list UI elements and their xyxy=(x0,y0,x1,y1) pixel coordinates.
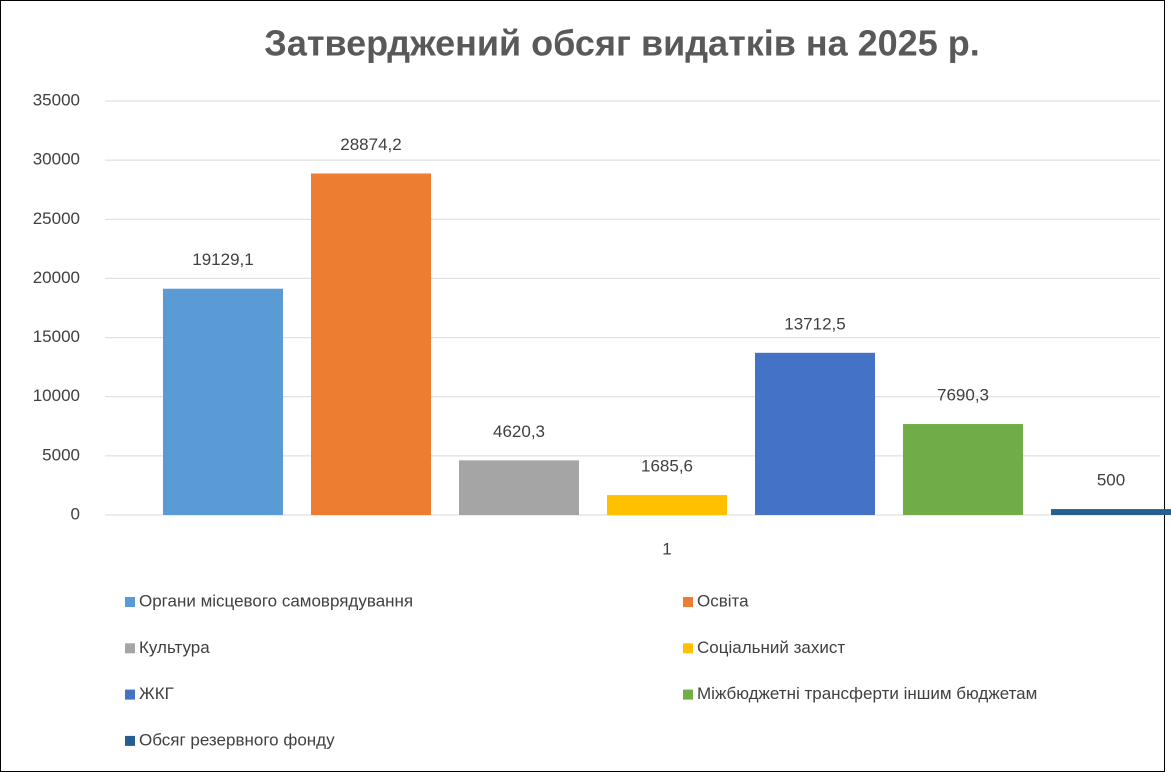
bar xyxy=(459,460,579,515)
data-label: 500 xyxy=(1097,471,1125,490)
legend-swatch xyxy=(683,643,693,654)
y-tick-label: 25000 xyxy=(33,209,80,228)
legend-swatch xyxy=(683,689,693,700)
legend-label: Освіта xyxy=(697,591,749,610)
data-label: 19129,1 xyxy=(192,250,253,269)
bar xyxy=(163,288,283,515)
bar xyxy=(311,173,431,515)
legend-label: Органи місцевого самоврядування xyxy=(139,591,413,610)
data-label: 1685,6 xyxy=(641,457,693,476)
legend-label: Культура xyxy=(139,638,210,657)
legend-swatch xyxy=(683,597,693,607)
x-tick-label: 1 xyxy=(662,539,671,558)
bar xyxy=(607,495,727,515)
bar xyxy=(755,352,875,515)
chart-title: Затверджений обсяг видатків на 2025 р. xyxy=(264,23,979,64)
legend-label: Обсяг резервного фонду xyxy=(139,730,335,749)
legend-label: Міжбюджетні трансферти іншим бюджетам xyxy=(697,684,1037,703)
y-tick-label: 5000 xyxy=(42,445,80,464)
data-label: 28874,2 xyxy=(340,135,401,154)
data-label: 4620,3 xyxy=(493,422,545,441)
data-label: 7690,3 xyxy=(937,386,989,405)
y-tick-label: 20000 xyxy=(33,268,80,287)
data-label: 13712,5 xyxy=(784,314,845,333)
legend-swatch xyxy=(125,735,135,746)
legend-swatch xyxy=(125,597,135,607)
y-tick-label: 10000 xyxy=(33,386,80,405)
y-tick-label: 30000 xyxy=(33,150,80,169)
y-tick-label: 35000 xyxy=(33,90,80,109)
y-tick-label: 15000 xyxy=(33,327,80,346)
legend-label: ЖКГ xyxy=(139,684,174,703)
legend-label: Соціальний захист xyxy=(697,638,845,657)
y-tick-label: 0 xyxy=(71,504,80,523)
legend-swatch xyxy=(125,689,135,700)
legend-swatch xyxy=(125,643,135,654)
bar xyxy=(903,424,1023,515)
bar xyxy=(1051,509,1171,515)
